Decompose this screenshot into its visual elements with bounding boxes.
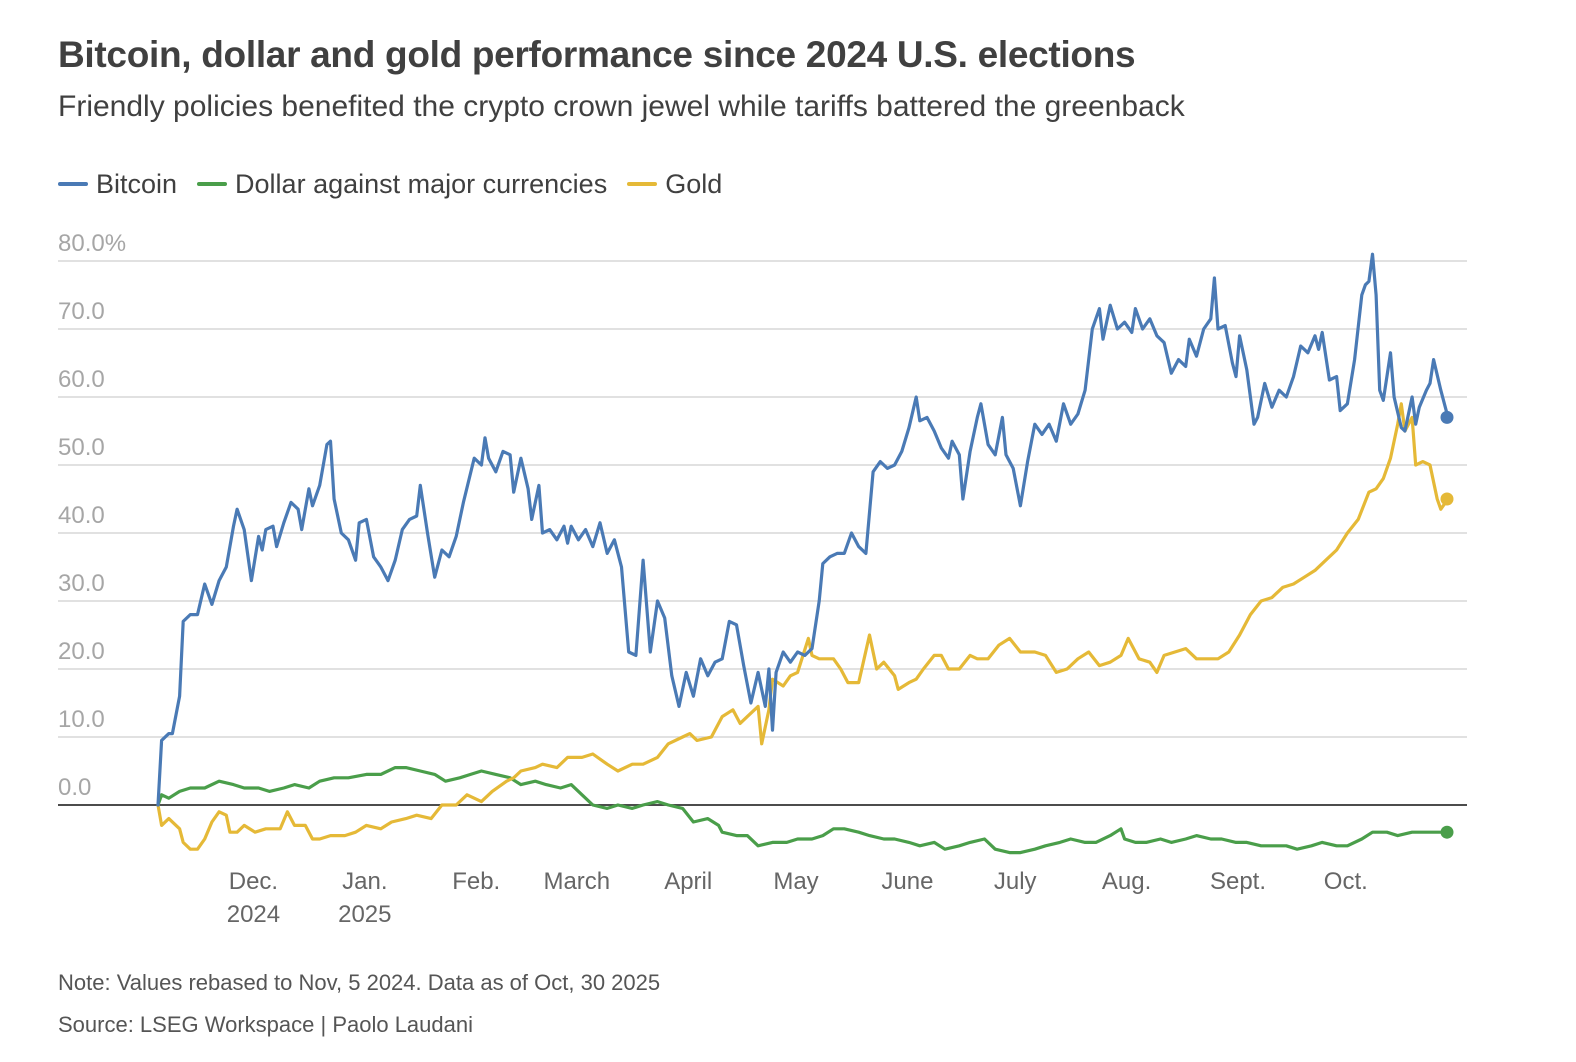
line-chart: 0.0 10.0 20.0 30.0 40.0 50.0 60.0 70.0 80.0% Dec…: [58, 230, 1467, 928]
series-line-gold: [156, 402, 1450, 851]
y-tick-label: 70.0: [58, 298, 105, 325]
chart-note: Note: Values rebased to Nov, 5 2024. Dat…: [58, 970, 661, 995]
x-tick-label: Dec.: [229, 868, 278, 895]
legend-label-gold: Gold: [665, 168, 723, 199]
y-tick-label: 60.0: [58, 366, 105, 393]
x-tick-label: Aug.: [1102, 868, 1151, 895]
y-axis-ticks: 0.0 10.0 20.0 30.0 40.0 50.0 60.0 70.0 80.0%: [58, 230, 126, 801]
endpoint-gold: [1440, 492, 1454, 506]
x-tick-label: Oct.: [1324, 868, 1368, 895]
chart-source: Source: LSEG Workspace | Paolo Laudani: [58, 1012, 473, 1037]
y-tick-label: 50.0: [58, 434, 105, 461]
y-tick-label: 80.0%: [58, 230, 126, 257]
y-tick-label: 10.0: [58, 706, 105, 733]
y-tick-label: 40.0: [58, 502, 105, 529]
y-tick-label: 0.0: [58, 774, 91, 801]
legend-item-gold: Gold: [627, 169, 722, 200]
legend-swatch-dollar: [197, 182, 228, 186]
series-lines: [156, 252, 1450, 855]
x-tick-label: Jan.: [342, 868, 387, 895]
series-line-dollar: [156, 766, 1450, 855]
x-tick-label: Feb.: [452, 868, 500, 895]
x-tick-label: July: [994, 868, 1037, 895]
x-tick-label: 2025: [338, 901, 391, 928]
grid-lines: [58, 260, 1467, 806]
legend-item-dollar: Dollar against major currencies: [197, 169, 607, 200]
x-tick-label: Sept.: [1210, 868, 1266, 895]
x-tick-label: June: [881, 868, 933, 895]
x-axis-ticks: Dec. 2024 Jan. 2025 Feb. March April May June Jul…: [227, 868, 1368, 928]
endpoint-bitcoin: [1440, 410, 1454, 424]
endpoint-dollar: [1440, 825, 1454, 839]
series-endpoints: [1440, 410, 1454, 839]
chart-title: Bitcoin, dollar and gold performance sin…: [58, 34, 1136, 75]
legend-swatch-bitcoin: [58, 182, 88, 186]
x-tick-label: May: [773, 868, 818, 895]
x-tick-label: April: [664, 868, 712, 895]
legend-swatch-gold: [627, 182, 658, 186]
y-tick-label: 20.0: [58, 638, 105, 665]
series-line-bitcoin: [156, 252, 1450, 807]
chart-subtitle: Friendly policies benefited the crypto c…: [58, 90, 1185, 123]
legend-label-bitcoin: Bitcoin: [96, 168, 178, 199]
y-tick-label: 30.0: [58, 570, 105, 597]
legend-item-bitcoin: Bitcoin: [58, 169, 177, 200]
chart-legend: Bitcoin Dollar against major currencies …: [58, 166, 742, 202]
x-tick-label: 2024: [227, 901, 280, 928]
legend-label-dollar: Dollar against major currencies: [235, 168, 608, 199]
x-tick-label: March: [543, 868, 610, 895]
